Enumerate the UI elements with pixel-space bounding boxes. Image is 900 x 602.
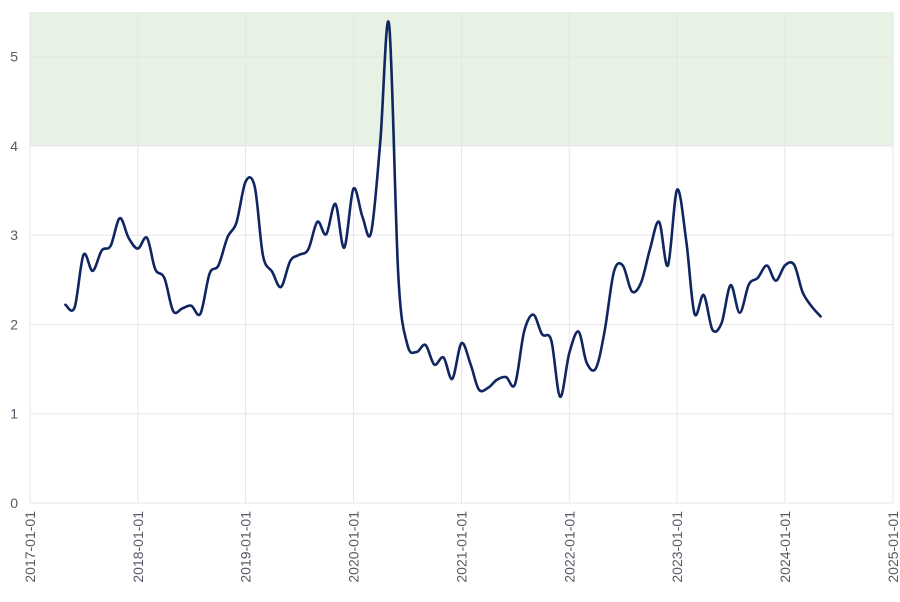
x-tick-label: 2023-01-01 [669,511,685,583]
x-tick-label: 2019-01-01 [238,511,254,583]
y-tick-label: 4 [10,138,18,154]
x-tick-label: 2024-01-01 [777,511,793,583]
y-tick-label: 3 [10,227,18,243]
series-line [64,20,822,399]
x-tick-label: 2021-01-01 [454,511,470,583]
y-axis-tick-labels: 0 1 2 3 4 5 [10,49,18,511]
y-tick-label: 5 [10,49,18,65]
x-axis-tick-labels: 2017-01-01 2018-01-01 2019-01-01 2020-01-01… [22,511,900,583]
y-tick-label: 2 [10,316,18,332]
x-tick-label: 2022-01-01 [561,511,577,583]
y-tick-label: 0 [10,495,18,511]
x-tick-label: 2018-01-01 [130,511,146,583]
x-tick-label: 2017-01-01 [22,511,38,583]
x-tick-label: 2020-01-01 [345,511,361,583]
x-gridlines [29,12,894,503]
y-tick-label: 1 [10,406,18,422]
x-tick-label: 2025-01-01 [885,511,900,583]
